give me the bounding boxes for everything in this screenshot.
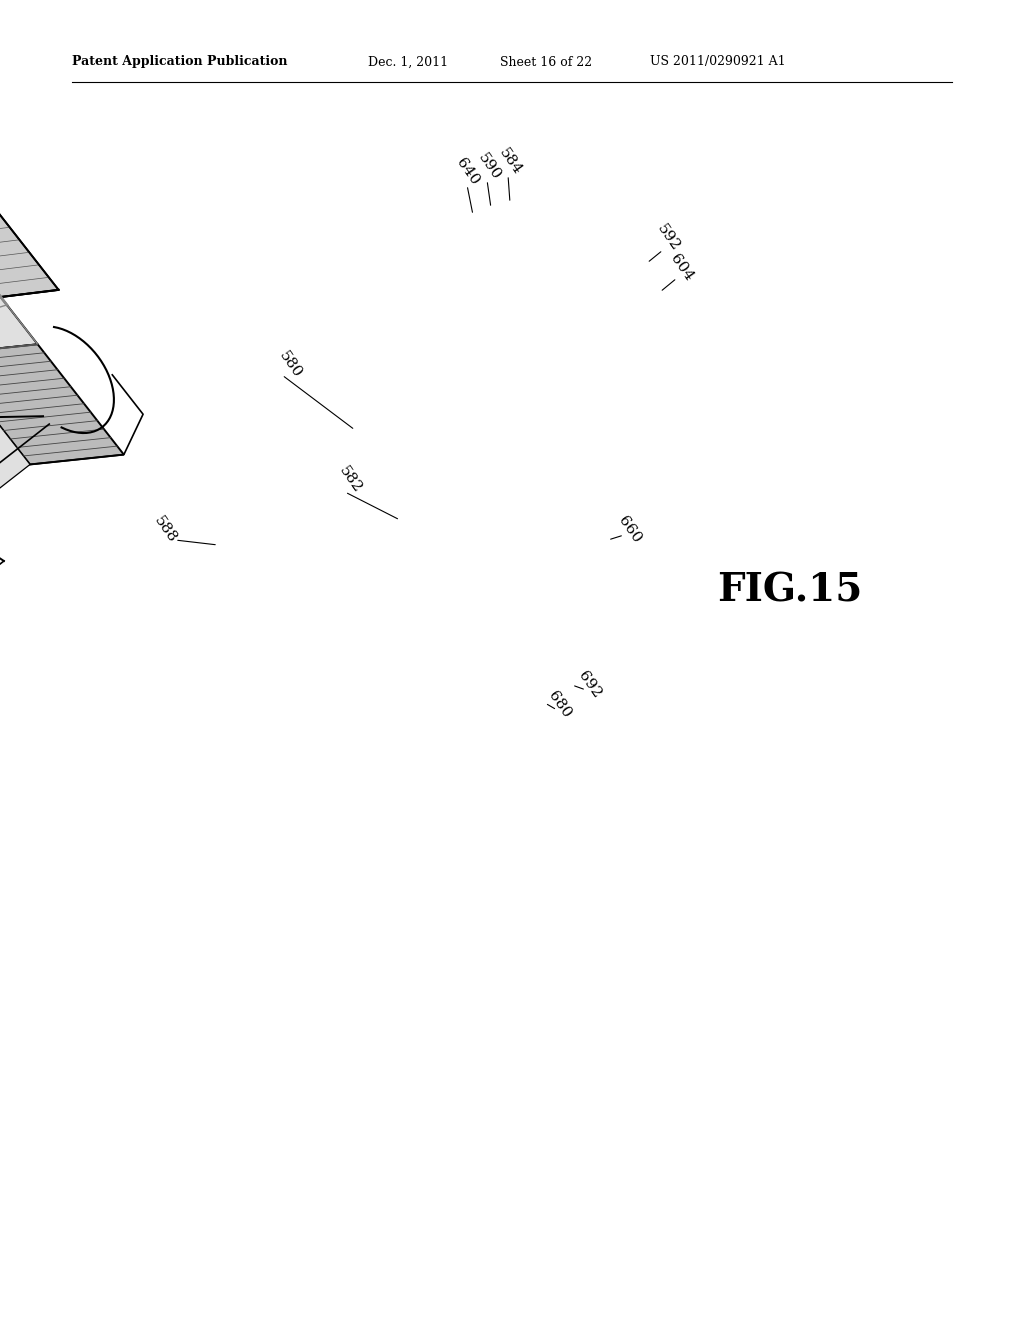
Text: 582: 582	[336, 465, 365, 496]
Text: US 2011/0290921 A1: US 2011/0290921 A1	[650, 55, 785, 69]
Text: Patent Application Publication: Patent Application Publication	[72, 55, 288, 69]
Text: 584: 584	[496, 147, 524, 178]
Text: Sheet 16 of 22: Sheet 16 of 22	[500, 55, 592, 69]
Text: FIG.15: FIG.15	[718, 572, 862, 609]
Text: 590: 590	[475, 150, 503, 183]
Text: 604: 604	[668, 252, 696, 284]
Text: 592: 592	[654, 222, 682, 253]
Text: 588: 588	[151, 515, 179, 546]
Polygon shape	[0, 417, 30, 587]
Text: 640: 640	[454, 156, 482, 187]
Text: 580: 580	[275, 348, 304, 381]
Polygon shape	[0, 77, 58, 297]
Polygon shape	[0, 218, 38, 354]
Polygon shape	[0, 345, 124, 465]
Text: 680: 680	[546, 689, 574, 721]
Text: Dec. 1, 2011: Dec. 1, 2011	[368, 55, 449, 69]
Text: 660: 660	[615, 513, 644, 546]
Text: 692: 692	[575, 669, 604, 701]
